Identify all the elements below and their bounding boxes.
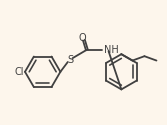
Text: S: S xyxy=(67,55,73,65)
Text: Cl: Cl xyxy=(14,67,24,77)
Text: NH: NH xyxy=(104,45,118,55)
Text: O: O xyxy=(78,33,86,43)
